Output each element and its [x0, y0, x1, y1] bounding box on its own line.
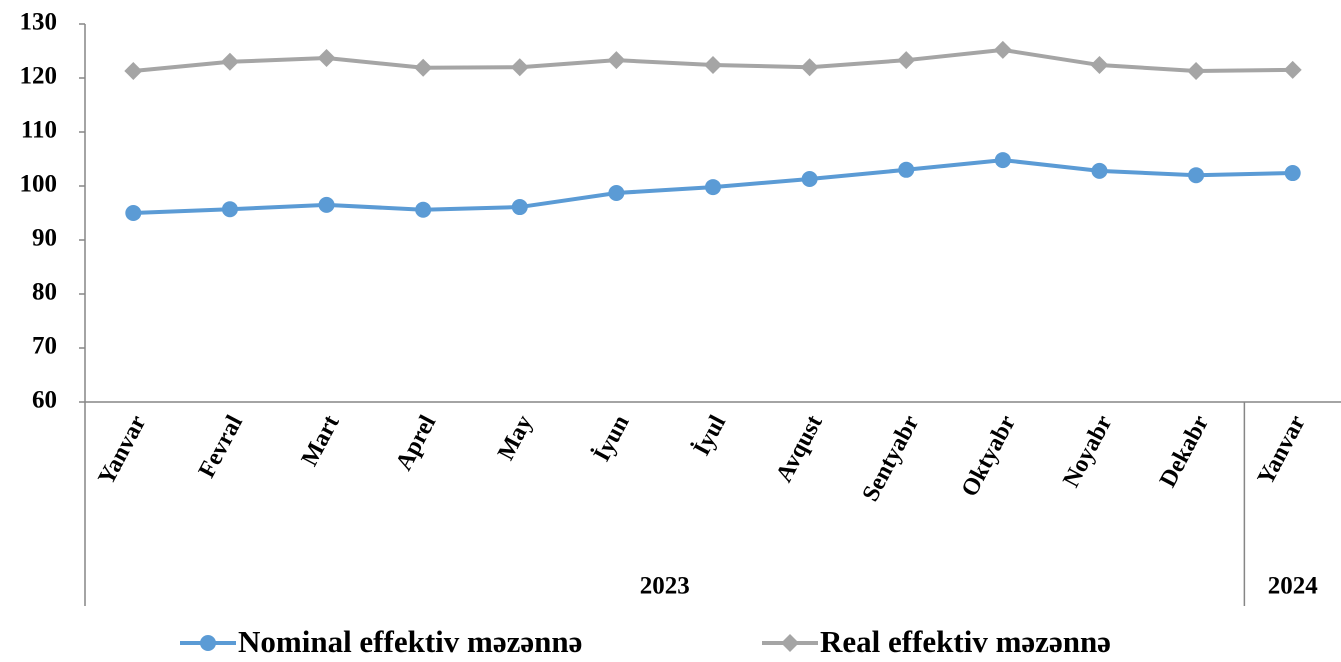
point	[1283, 60, 1302, 79]
point	[124, 61, 143, 80]
group-label: 2023	[640, 573, 690, 600]
x-tick-label: Fevral	[194, 411, 248, 482]
point	[511, 199, 528, 216]
x-tick-label: İyul	[689, 411, 732, 460]
point	[1284, 165, 1301, 182]
point	[898, 161, 915, 178]
point	[705, 179, 721, 196]
x-tick-label: May	[493, 411, 538, 464]
legend-label: Nominal effektiv məzənnə	[238, 624, 582, 659]
y-tick-label: 60	[32, 387, 57, 414]
x-tick-label: Oktyabr	[957, 411, 1021, 501]
point	[897, 51, 916, 70]
point	[1188, 167, 1205, 184]
point	[317, 49, 336, 68]
x-tick-label: Noyabr	[1058, 411, 1117, 492]
point	[221, 201, 238, 218]
point	[510, 58, 529, 77]
point	[993, 40, 1012, 59]
x-tick-label: Yanvar	[1253, 411, 1311, 489]
point	[704, 56, 722, 75]
point	[415, 201, 432, 218]
y-tick-label: 80	[32, 279, 57, 306]
legend-item: Nominal effektiv məzənnə	[180, 624, 582, 659]
point	[781, 634, 799, 652]
y-tick-label: 110	[21, 117, 57, 144]
point	[801, 170, 818, 187]
y-tick-label: 90	[32, 225, 57, 252]
point	[220, 52, 239, 71]
point	[1090, 56, 1109, 75]
x-tick-label: Dekabr	[1155, 411, 1214, 492]
x-tick-label: Sentyabr	[858, 411, 925, 506]
point	[607, 51, 626, 70]
point	[800, 58, 819, 77]
legend-label: Real effektiv məzənnə	[820, 624, 1111, 659]
group-label: 2024	[1268, 573, 1319, 600]
y-tick-label: 100	[20, 171, 58, 198]
y-tick-label: 130	[20, 9, 58, 36]
x-tick-label: İyun	[589, 411, 635, 466]
y-tick-label: 70	[32, 333, 57, 360]
point	[414, 58, 433, 77]
point	[994, 152, 1011, 169]
y-tick-label: 120	[20, 63, 58, 90]
x-tick-label: Avqust	[771, 411, 828, 486]
x-tick-label: Mart	[297, 411, 345, 470]
point	[318, 196, 335, 213]
x-tick-label: Aprel	[391, 411, 441, 475]
point	[200, 635, 216, 651]
legend-item: Real effektiv məzənnə	[762, 624, 1111, 659]
point	[1091, 162, 1108, 179]
x-tick-label: Yanvar	[93, 411, 151, 489]
point	[608, 185, 625, 202]
point	[1187, 61, 1206, 80]
point	[125, 205, 142, 221]
